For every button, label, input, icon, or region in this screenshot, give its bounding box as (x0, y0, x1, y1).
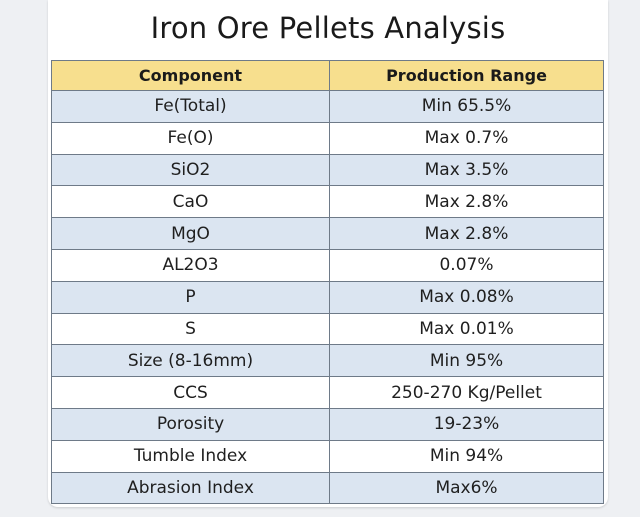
component-cell: Fe(O) (51, 121, 330, 155)
component-cell: AL2O3 (51, 248, 330, 282)
component-cell: CaO (51, 185, 330, 219)
table-row: P Max 0.08% (51, 280, 604, 314)
production-range-cell: Max 0.7% (329, 121, 604, 155)
table-row: AL2O3 0.07% (51, 248, 604, 282)
production-range-cell: Max 0.08% (329, 280, 604, 314)
production-range-cell: Max 3.5% (329, 153, 604, 187)
header-component: Component (51, 60, 330, 91)
production-range-cell: 250-270 Kg/Pellet (329, 376, 604, 409)
production-range-cell: Min 65.5% (329, 90, 604, 123)
component-cell: CCS (51, 376, 330, 409)
component-cell: Abrasion Index (51, 471, 330, 505)
table-row: CCS 250-270 Kg/Pellet (51, 376, 604, 409)
component-cell: Size (8-16mm) (51, 344, 330, 378)
production-range-cell: Max 0.01% (329, 312, 604, 346)
production-range-cell: Min 94% (329, 439, 604, 473)
table-row: Size (8-16mm) Min 95% (51, 344, 604, 378)
table-row: Porosity 19-23% (51, 407, 604, 441)
production-range-cell: 19-23% (329, 407, 604, 441)
table-row: Fe(O) Max 0.7% (51, 121, 604, 155)
component-cell: Porosity (51, 407, 330, 441)
component-cell: P (51, 280, 330, 314)
table-row: MgO Max 2.8% (51, 217, 604, 250)
production-range-cell: Max6% (329, 471, 604, 505)
table-row: Tumble Index Min 94% (51, 439, 604, 473)
table-row: Abrasion Index Max6% (51, 471, 604, 505)
component-cell: SiO2 (51, 153, 330, 187)
analysis-table: Component Production Range Fe(Total) Min … (51, 60, 604, 505)
production-range-cell: 0.07% (329, 248, 604, 282)
component-cell: Fe(Total) (51, 90, 330, 123)
analysis-card: Iron Ore Pellets Analysis Component Prod… (48, 0, 608, 507)
production-range-cell: Max 2.8% (329, 185, 604, 219)
component-cell: S (51, 312, 330, 346)
page-title: Iron Ore Pellets Analysis (150, 11, 506, 45)
table-body: Fe(Total) Min 65.5% Fe(O) Max 0.7% SiO2 Max 3… (51, 90, 604, 505)
header-production-range: Production Range (329, 60, 604, 91)
component-cell: MgO (51, 217, 330, 250)
table-row: SiO2 Max 3.5% (51, 153, 604, 187)
production-range-cell: Max 2.8% (329, 217, 604, 250)
component-cell: Tumble Index (51, 439, 330, 473)
production-range-cell: Min 95% (329, 344, 604, 378)
table-row: Fe(Total) Min 65.5% (51, 90, 604, 123)
table-row: S Max 0.01% (51, 312, 604, 346)
table-row: CaO Max 2.8% (51, 185, 604, 219)
table-header-row: Component Production Range (51, 60, 604, 91)
